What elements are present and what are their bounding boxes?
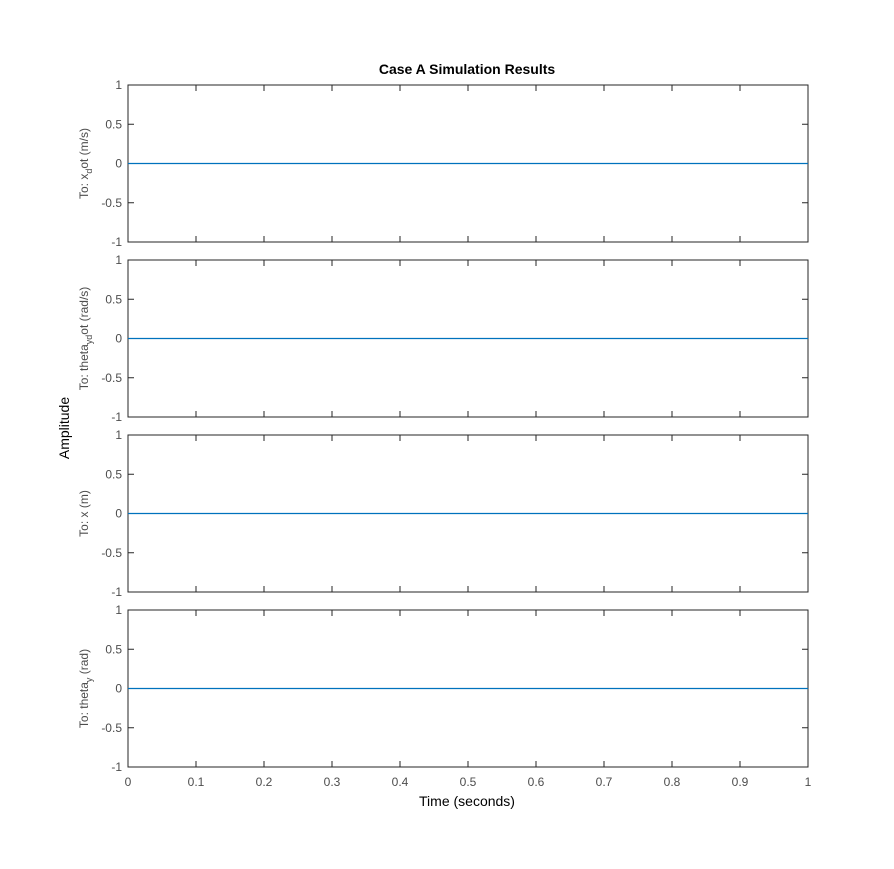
- y-tick-label: -1: [111, 585, 122, 599]
- y-tick-label: 1: [115, 78, 122, 92]
- subplot-panels: 1 0.5 0 -0.5 -1 To: xdot (m/s) 1 0.5 0 -0.5 -1 To: …: [77, 78, 812, 789]
- x-tick-label: 0.4: [392, 775, 409, 789]
- y-tick-label: 0: [115, 682, 122, 696]
- y-tick-label: 0.5: [105, 117, 122, 131]
- x-tick-label: 0.3: [324, 775, 341, 789]
- subplot-3: 1 0.5 0 -0.5 -1 To: x (m): [77, 428, 809, 599]
- y-tick-label: -1: [111, 410, 122, 424]
- subplot-2: 1 0.5 0 -0.5 -1 To: thetaydot (rad/s): [77, 253, 809, 424]
- x-tick-label: 0.6: [528, 775, 545, 789]
- y-tick-label: -0.5: [101, 196, 122, 210]
- y-tick-label: 1: [115, 253, 122, 267]
- x-tick-label: 0.2: [256, 775, 273, 789]
- y-tick-label: 0: [115, 157, 122, 171]
- y-tick-label: 0.5: [105, 642, 122, 656]
- chart-title: Case A Simulation Results: [379, 61, 556, 77]
- x-axis-label: Time (seconds): [419, 793, 515, 809]
- x-tick-label: 0.1: [188, 775, 205, 789]
- y-axis-label: Amplitude: [56, 397, 72, 459]
- subplot-4: 1 0.5 0 -0.5 -1 To: thetay (rad) 0 0.1 0.2 0.3 0.4…: [77, 603, 812, 789]
- y-tick-label: -1: [111, 235, 122, 249]
- x-tick-label: 0.9: [732, 775, 749, 789]
- y-tick-label: -0.5: [101, 721, 122, 735]
- x-tick-label: 1: [805, 775, 812, 789]
- y-tick-label: -1: [111, 760, 122, 774]
- subplot-y-label: To: xdot (m/s): [77, 128, 94, 199]
- x-tick-label: 0.7: [596, 775, 613, 789]
- x-tick-label: 0: [125, 775, 132, 789]
- subplot-y-label: To: x (m): [77, 490, 91, 537]
- subplot-1: 1 0.5 0 -0.5 -1 To: xdot (m/s): [77, 78, 809, 249]
- y-tick-label: 1: [115, 603, 122, 617]
- y-tick-label: 0.5: [105, 467, 122, 481]
- y-tick-label: -0.5: [101, 546, 122, 560]
- subplot-y-label: To: thetay (rad): [77, 649, 94, 728]
- y-tick-label: 0: [115, 507, 122, 521]
- y-tick-label: -0.5: [101, 371, 122, 385]
- y-tick-label: 1: [115, 428, 122, 442]
- x-tick-label: 0.8: [664, 775, 681, 789]
- y-tick-label: 0.5: [105, 292, 122, 306]
- y-tick-label: 0: [115, 332, 122, 346]
- subplot-y-label: To: thetaydot (rad/s): [77, 287, 94, 391]
- x-tick-label: 0.5: [460, 775, 477, 789]
